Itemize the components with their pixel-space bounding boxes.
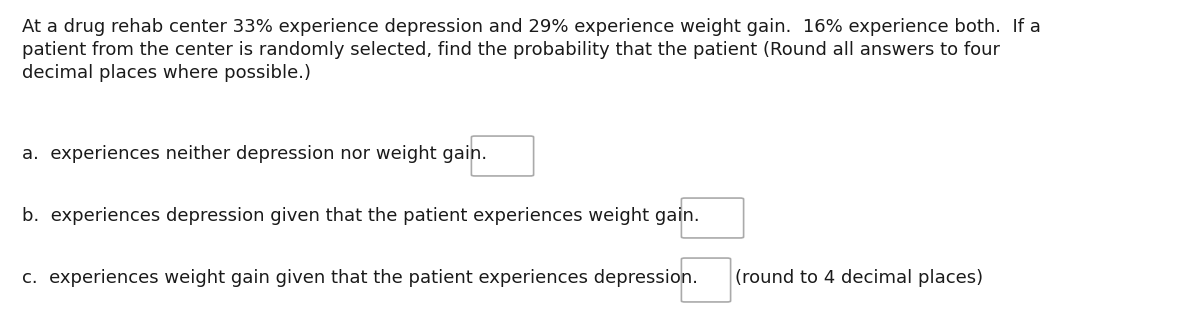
Text: At a drug rehab center 33% experience depression and 29% experience weight gain.: At a drug rehab center 33% experience de… (22, 18, 1040, 36)
Text: c.  experiences weight gain given that the patient experiences depression.: c. experiences weight gain given that th… (22, 269, 698, 287)
Text: a.  experiences neither depression nor weight gain.: a. experiences neither depression nor we… (22, 145, 487, 163)
Text: patient from the center is randomly selected, find the probability that the pati: patient from the center is randomly sele… (22, 41, 1000, 59)
Text: (round to 4 decimal places): (round to 4 decimal places) (734, 269, 983, 287)
Text: decimal places where possible.): decimal places where possible.) (22, 64, 311, 82)
Text: b.  experiences depression given that the patient experiences weight gain.: b. experiences depression given that the… (22, 207, 700, 225)
